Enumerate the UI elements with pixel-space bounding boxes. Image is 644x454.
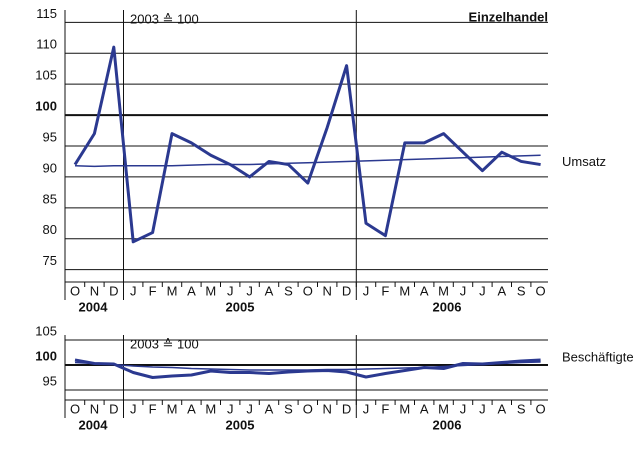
x-tick-label: A: [265, 283, 274, 298]
x-tick-label: J: [130, 401, 137, 416]
data-line: [74, 154, 541, 168]
x-tick-label: D: [109, 401, 118, 416]
x-tick-label: O: [70, 283, 80, 298]
subtitle: 2003 ≙ 100: [130, 336, 199, 351]
x-tick-label: O: [303, 283, 313, 298]
x-tick-label: A: [187, 401, 196, 416]
data-line: [73, 45, 541, 244]
y-tick-label: 105: [35, 323, 57, 338]
year-label: 2004: [79, 417, 109, 432]
x-tick-label: F: [381, 401, 389, 416]
x-tick-label: M: [167, 401, 178, 416]
x-tick-label: S: [517, 283, 526, 298]
x-tick-label: J: [130, 283, 137, 298]
x-tick-label: D: [109, 283, 118, 298]
y-tick-label: 95: [43, 129, 57, 144]
y-tick-label: 115: [36, 6, 57, 21]
x-tick-label: M: [399, 283, 410, 298]
x-tick-label: A: [497, 283, 506, 298]
x-tick-label: M: [438, 283, 449, 298]
x-tick-label: A: [420, 283, 429, 298]
data-line: [74, 358, 541, 379]
x-tick-label: J: [479, 283, 486, 298]
x-tick-label: F: [149, 401, 157, 416]
x-tick-label: J: [363, 401, 370, 416]
chart-title: Einzelhandel: [469, 9, 548, 24]
x-tick-label: N: [90, 401, 99, 416]
x-tick-label: O: [536, 283, 546, 298]
x-tick-label: S: [517, 401, 526, 416]
x-tick-label: D: [342, 401, 351, 416]
x-tick-label: J: [246, 401, 253, 416]
x-tick-label: N: [90, 283, 99, 298]
series-label: Beschäftigte: [562, 349, 634, 364]
x-tick-label: A: [187, 283, 196, 298]
x-tick-label: M: [205, 283, 216, 298]
x-tick-label: S: [284, 283, 293, 298]
x-tick-label: F: [381, 283, 389, 298]
x-tick-label: O: [303, 401, 313, 416]
y-tick-label: 95: [43, 373, 57, 388]
year-label: 2005: [226, 417, 255, 432]
x-tick-label: M: [167, 283, 178, 298]
x-tick-label: J: [363, 283, 370, 298]
x-tick-label: A: [497, 401, 506, 416]
x-tick-label: M: [205, 401, 216, 416]
y-tick-label: 75: [43, 253, 57, 268]
x-tick-label: J: [460, 283, 467, 298]
x-tick-label: A: [265, 401, 274, 416]
series-label: Umsatz: [562, 154, 606, 169]
x-tick-label: J: [246, 283, 253, 298]
year-label: 2006: [433, 299, 462, 314]
x-tick-label: O: [70, 401, 80, 416]
x-tick-label: J: [227, 283, 234, 298]
y-tick-label: 100: [35, 99, 57, 114]
y-tick-label: 100: [35, 348, 57, 363]
x-tick-label: J: [479, 401, 486, 416]
x-tick-label: F: [149, 283, 157, 298]
y-tick-label: 90: [43, 160, 57, 175]
x-tick-label: S: [284, 401, 293, 416]
x-tick-label: D: [342, 283, 351, 298]
x-tick-label: A: [420, 401, 429, 416]
x-tick-label: N: [323, 401, 332, 416]
year-label: 2006: [433, 417, 462, 432]
subtitle: 2003 ≙ 100: [130, 11, 199, 26]
x-tick-label: J: [227, 401, 234, 416]
y-tick-label: 110: [36, 37, 57, 52]
x-tick-label: M: [438, 401, 449, 416]
y-tick-label: 105: [35, 68, 57, 83]
y-tick-label: 80: [43, 222, 57, 237]
data-line: [74, 361, 541, 371]
x-tick-label: J: [460, 401, 467, 416]
x-tick-label: O: [536, 401, 546, 416]
x-tick-label: N: [323, 283, 332, 298]
year-label: 2004: [79, 299, 109, 314]
x-tick-label: M: [399, 401, 410, 416]
year-label: 2005: [226, 299, 255, 314]
y-tick-label: 85: [43, 191, 57, 206]
